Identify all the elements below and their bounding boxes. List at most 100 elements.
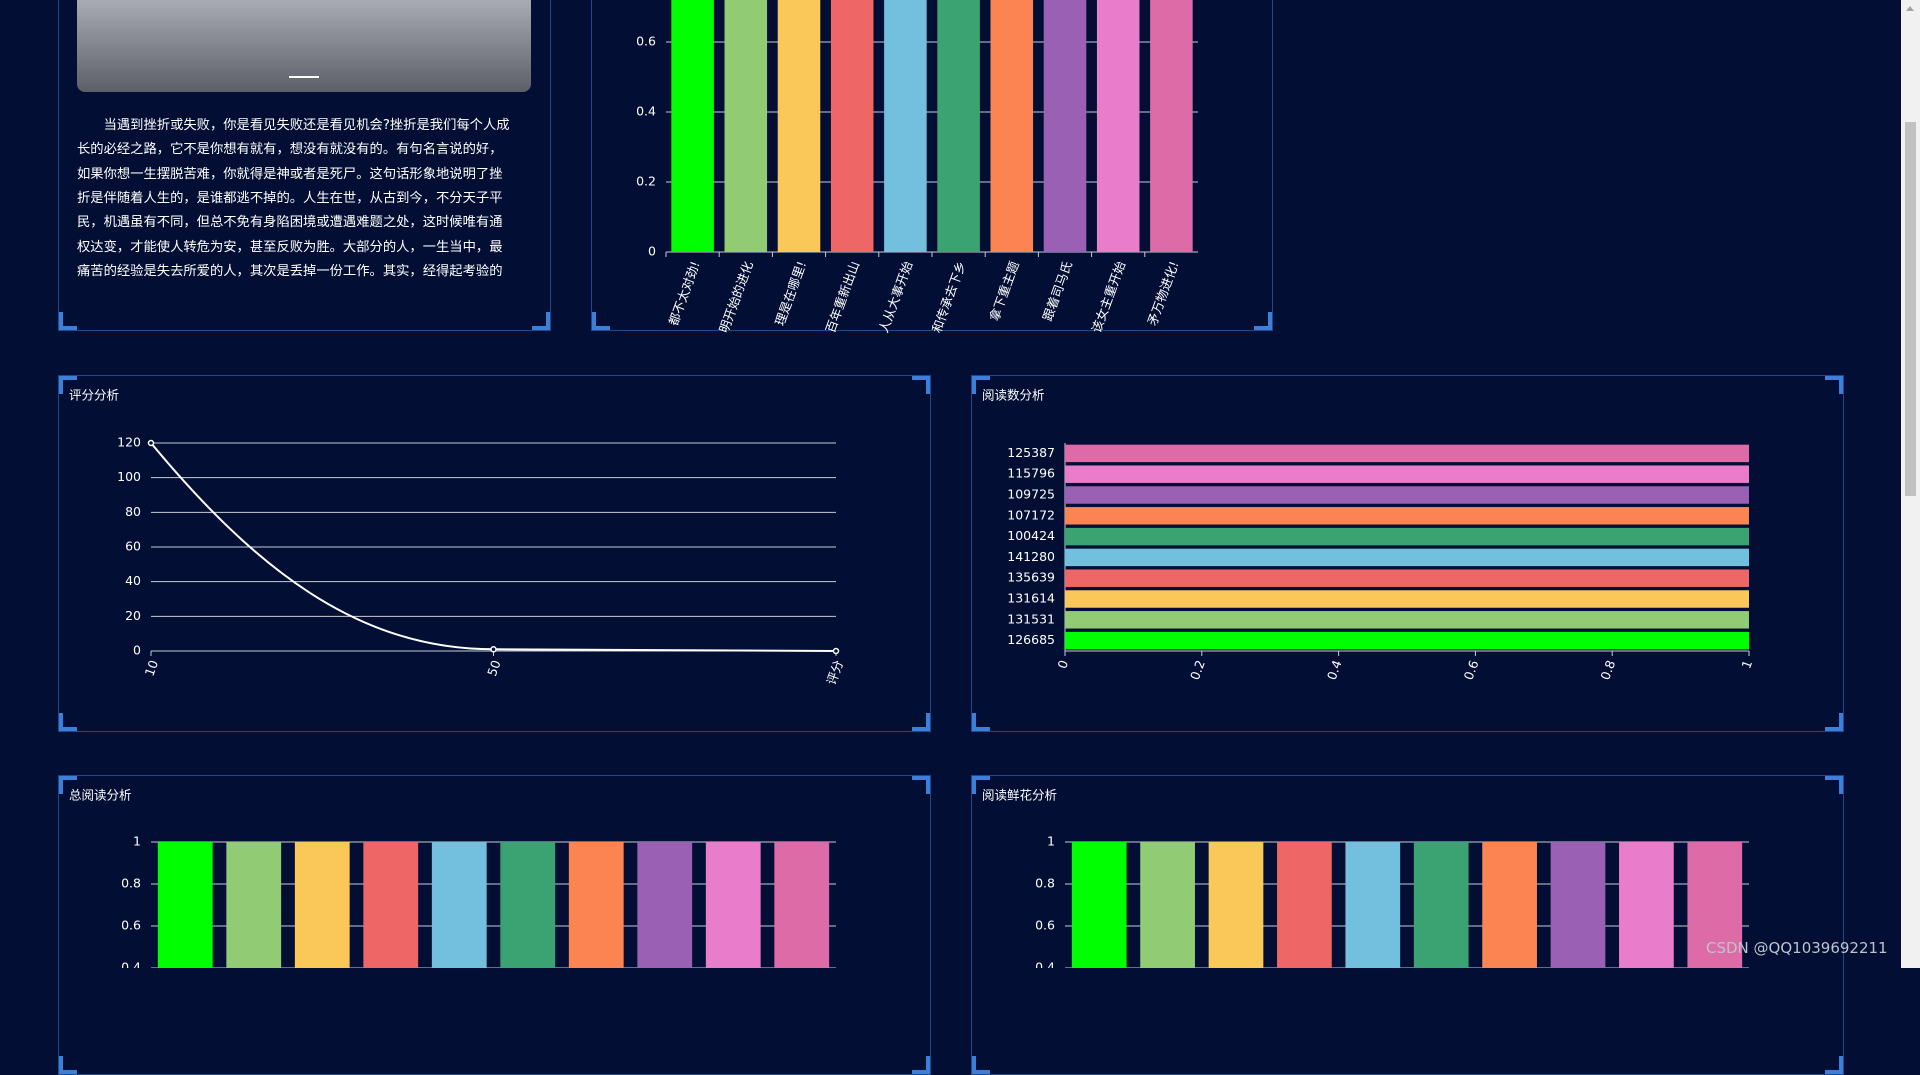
bar — [157, 842, 213, 968]
x-tick-label: 0 — [1054, 658, 1071, 671]
y-tick-label: 0.2 — [636, 174, 656, 189]
bar — [1550, 842, 1606, 968]
chart-title: 评分分析 — [69, 388, 119, 403]
bar — [568, 842, 624, 968]
bar — [705, 842, 761, 968]
x-tick-label: 理是在哪里! — [772, 259, 809, 328]
bar — [1043, 0, 1087, 252]
article-line: 长的必经之路，它不是你想有就有，想没有就没有的。有句名言说的好， — [77, 142, 503, 158]
y-tick-label: 0.4 — [1035, 960, 1055, 969]
y-tick-label: 40 — [125, 573, 141, 588]
bar — [774, 842, 830, 968]
y-tick-label: 115796 — [1007, 466, 1055, 481]
y-tick-label: 125387 — [1007, 445, 1055, 460]
article-line: 民，机遇虽有不同，但总不免有身陷困境或遭遇难题之处，这时候唯有通 — [77, 215, 503, 231]
x-tick-label: 都不太对劲! — [666, 259, 703, 328]
bar — [1345, 842, 1401, 968]
point — [832, 647, 840, 655]
y-tick-label: 0.4 — [121, 960, 141, 969]
bar — [1065, 465, 1749, 483]
bar — [500, 842, 556, 968]
x-tick-label: 人从大事开始 — [876, 259, 916, 335]
article-line: 权达变，才能使人转危为安，甚至反败为胜。大部分的人，一生当中，最 — [77, 239, 503, 255]
chart-panel — [58, 375, 931, 732]
y-tick-label: 0.6 — [121, 918, 141, 933]
point — [147, 439, 155, 447]
bar — [884, 0, 927, 252]
bar — [1065, 507, 1749, 525]
x-tick-label: 0.2 — [1187, 658, 1208, 682]
bar — [1150, 0, 1193, 252]
bar — [294, 842, 350, 968]
bar — [1065, 631, 1749, 650]
x-tick-label: 评分 — [823, 658, 846, 687]
y-tick-label: 131531 — [1007, 611, 1055, 626]
bar — [363, 842, 419, 968]
bar — [1065, 590, 1749, 608]
y-tick-label: 109725 — [1007, 487, 1055, 502]
article-image — [77, 0, 531, 92]
chart-title: 阅读鲜花分析 — [982, 788, 1057, 803]
bar — [1065, 548, 1749, 567]
bar — [1071, 842, 1127, 968]
bar — [1277, 842, 1332, 968]
point — [490, 646, 497, 653]
y-tick-label: 120 — [117, 435, 141, 450]
y-tick-label: 1 — [133, 834, 141, 849]
bar — [671, 0, 714, 252]
y-tick-label: 0 — [648, 244, 656, 259]
scroll-thumb[interactable] — [1905, 122, 1916, 496]
y-tick-label: 100 — [117, 469, 141, 484]
x-tick-label: 和传承去下乡 — [929, 259, 969, 335]
bar — [1482, 842, 1537, 968]
article-line: 痛苦的经验是失去所爱的人，其次是丢掉一份工作。其实，经得起考验的 — [77, 263, 503, 279]
chart-title: 总阅读分析 — [69, 788, 132, 803]
bar — [830, 0, 874, 252]
bar — [1208, 842, 1264, 968]
x-tick-label: 明开始的进化 — [716, 259, 756, 335]
bar — [1619, 842, 1674, 968]
y-tick-label: 1 — [1047, 834, 1055, 849]
carousel-indicator[interactable] — [289, 76, 319, 78]
y-tick-label: 60 — [125, 539, 141, 554]
x-tick-label: 跟着司马氏 — [1040, 259, 1075, 323]
bar — [1687, 842, 1743, 968]
bar — [1065, 527, 1749, 546]
bar — [637, 842, 693, 968]
bar — [990, 0, 1034, 252]
y-tick-label: 20 — [125, 608, 141, 623]
bar — [937, 0, 980, 252]
x-tick-label: 1 — [1738, 658, 1755, 671]
x-tick-label: 0.6 — [1461, 658, 1482, 682]
page: {"article": {"lines": [ "当遇到挫折或失败，你是看见失败… — [58, 0, 1920, 1075]
watermark: CSDN @QQ1039692211 — [1706, 939, 1888, 957]
y-tick-label: 0.4 — [636, 104, 656, 119]
x-tick-label: 百年重新出山 — [823, 259, 863, 335]
chart-title: 阅读数分析 — [982, 388, 1045, 403]
y-tick-label: 80 — [125, 504, 141, 519]
scrollbar[interactable] — [1901, 0, 1920, 968]
x-tick-label: 该女主重开始 — [1089, 259, 1129, 335]
y-tick-label: 0.8 — [121, 876, 141, 891]
bar — [226, 842, 282, 968]
article-line: 折是伴随着人生的，是谁都逃不掉的。人生在世，从古到今，不分天子平 — [77, 190, 503, 206]
y-tick-label: 135639 — [1007, 570, 1055, 585]
y-tick-label: 100424 — [1007, 528, 1055, 543]
bar — [724, 0, 768, 252]
y-tick-label: 0.6 — [636, 34, 656, 49]
y-tick-label: 0 — [133, 643, 141, 658]
x-tick-label: 拿下重主题 — [986, 259, 1022, 323]
scroll-up[interactable] — [1906, 6, 1914, 11]
y-tick-label: 141280 — [1007, 549, 1055, 564]
y-tick-label: 131614 — [1007, 591, 1055, 606]
article-line: 当遇到挫折或失败，你是看见失败还是看见机会?挫折是我们每个人成 — [103, 118, 510, 133]
bar — [1065, 444, 1749, 463]
x-tick-label: 0.8 — [1597, 658, 1618, 682]
bar — [777, 0, 821, 252]
y-tick-label: 0.8 — [1035, 876, 1055, 891]
y-tick-label: 0.6 — [1035, 918, 1055, 933]
x-tick-label: 0.4 — [1324, 658, 1345, 682]
article-line: 如果你想一生摆脱苦难，你就得是神或者是死尸。这句话形象地说明了挫 — [77, 166, 503, 182]
x-tick-label: 50 — [484, 658, 504, 678]
